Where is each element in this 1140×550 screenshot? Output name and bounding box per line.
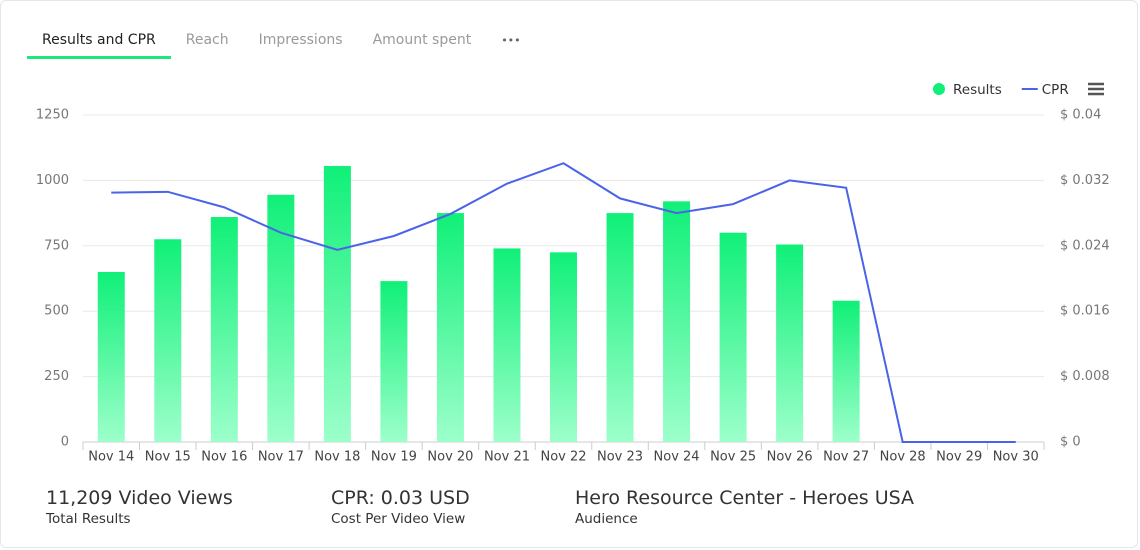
y-tick-label: 1000 <box>36 173 69 188</box>
x-tick-label: Nov 23 <box>597 450 643 465</box>
summary-item: 11,209 Video Views Total Results <box>46 487 233 527</box>
bar <box>97 271 125 442</box>
legend-marker <box>933 83 945 95</box>
legend-label[interactable]: CPR <box>1042 82 1069 98</box>
bar <box>436 213 464 442</box>
bar <box>210 217 238 442</box>
x-tick-label: Nov 21 <box>484 450 530 465</box>
x-tick-label: Nov 30 <box>993 450 1039 465</box>
tab[interactable]: Results and CPR <box>27 29 171 59</box>
tabs: Results and CPR Reach Impressions Amount… <box>27 29 536 59</box>
tab[interactable]: Impressions <box>258 32 343 48</box>
bar <box>719 232 747 442</box>
tab-more[interactable]: ••• <box>501 34 521 47</box>
y2-tick-label: $ 0.04 <box>1060 108 1101 123</box>
summary-item: Hero Resource Center - Heroes USA Audienc… <box>575 487 914 527</box>
bar <box>550 252 577 442</box>
y-tick-label: 500 <box>44 304 69 319</box>
x-tick-label: Nov 27 <box>823 450 869 465</box>
y2-tick-label: $ 0.024 <box>1060 238 1110 253</box>
x-tick-label: Nov 18 <box>314 450 360 465</box>
x-tick-label: Nov 25 <box>710 450 756 465</box>
y-tick-label: 750 <box>44 238 69 253</box>
x-tick-label: Nov 14 <box>88 450 134 465</box>
bar <box>606 213 634 442</box>
bar <box>493 248 521 442</box>
bar <box>380 281 408 442</box>
legend-label[interactable]: Results <box>953 82 1002 98</box>
summary-value: CPR: 0.03 USD <box>331 487 470 509</box>
bar <box>776 244 804 442</box>
x-tick-label: Nov 22 <box>540 450 586 465</box>
y2-tick-label: $ 0 <box>1060 435 1081 450</box>
y-tick-label: 0 <box>61 435 69 450</box>
summary-item: CPR: 0.03 USD Cost Per Video View <box>331 487 470 527</box>
x-tick-label: Nov 28 <box>880 450 926 465</box>
menu-icon[interactable] <box>1088 82 1104 96</box>
summary-label: Total Results <box>46 511 131 527</box>
x-tick-label: Nov 19 <box>371 450 417 465</box>
summary-label: Cost Per Video View <box>331 511 466 527</box>
x-tick-label: Nov 16 <box>201 450 247 465</box>
chart: 0 250 500 750 1000 1250 $ 0 $ 0.008 $ 0.016 $ 0.0… <box>36 82 1110 465</box>
y-tick-label: 250 <box>44 369 69 384</box>
bar <box>323 166 351 442</box>
y2-tick-label: $ 0.008 <box>1060 369 1110 384</box>
y-tick-label: 1250 <box>36 108 69 123</box>
tab[interactable]: Reach <box>185 32 229 48</box>
y2-tick-label: $ 0.016 <box>1060 304 1110 319</box>
bar <box>154 239 182 442</box>
summary-label: Audience <box>575 511 638 527</box>
x-tick-label: Nov 15 <box>145 450 191 465</box>
summary-value: 11,209 Video Views <box>46 487 233 509</box>
x-tick-label: Nov 24 <box>654 450 700 465</box>
bar <box>663 201 691 442</box>
tab[interactable]: Amount spent <box>372 32 472 48</box>
bar <box>832 300 860 442</box>
x-tick-label: Nov 17 <box>258 450 304 465</box>
x-tick-label: Nov 26 <box>767 450 813 465</box>
x-tick-label: Nov 29 <box>936 450 982 465</box>
line <box>111 162 1016 443</box>
y2-tick-label: $ 0.032 <box>1060 173 1110 188</box>
summary-value: Hero Resource Center - Heroes USA <box>575 487 915 509</box>
x-tick-label: Nov 20 <box>427 450 473 465</box>
